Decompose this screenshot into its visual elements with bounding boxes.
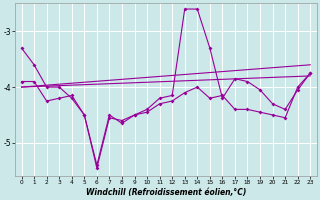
X-axis label: Windchill (Refroidissement éolien,°C): Windchill (Refroidissement éolien,°C) <box>86 188 246 197</box>
